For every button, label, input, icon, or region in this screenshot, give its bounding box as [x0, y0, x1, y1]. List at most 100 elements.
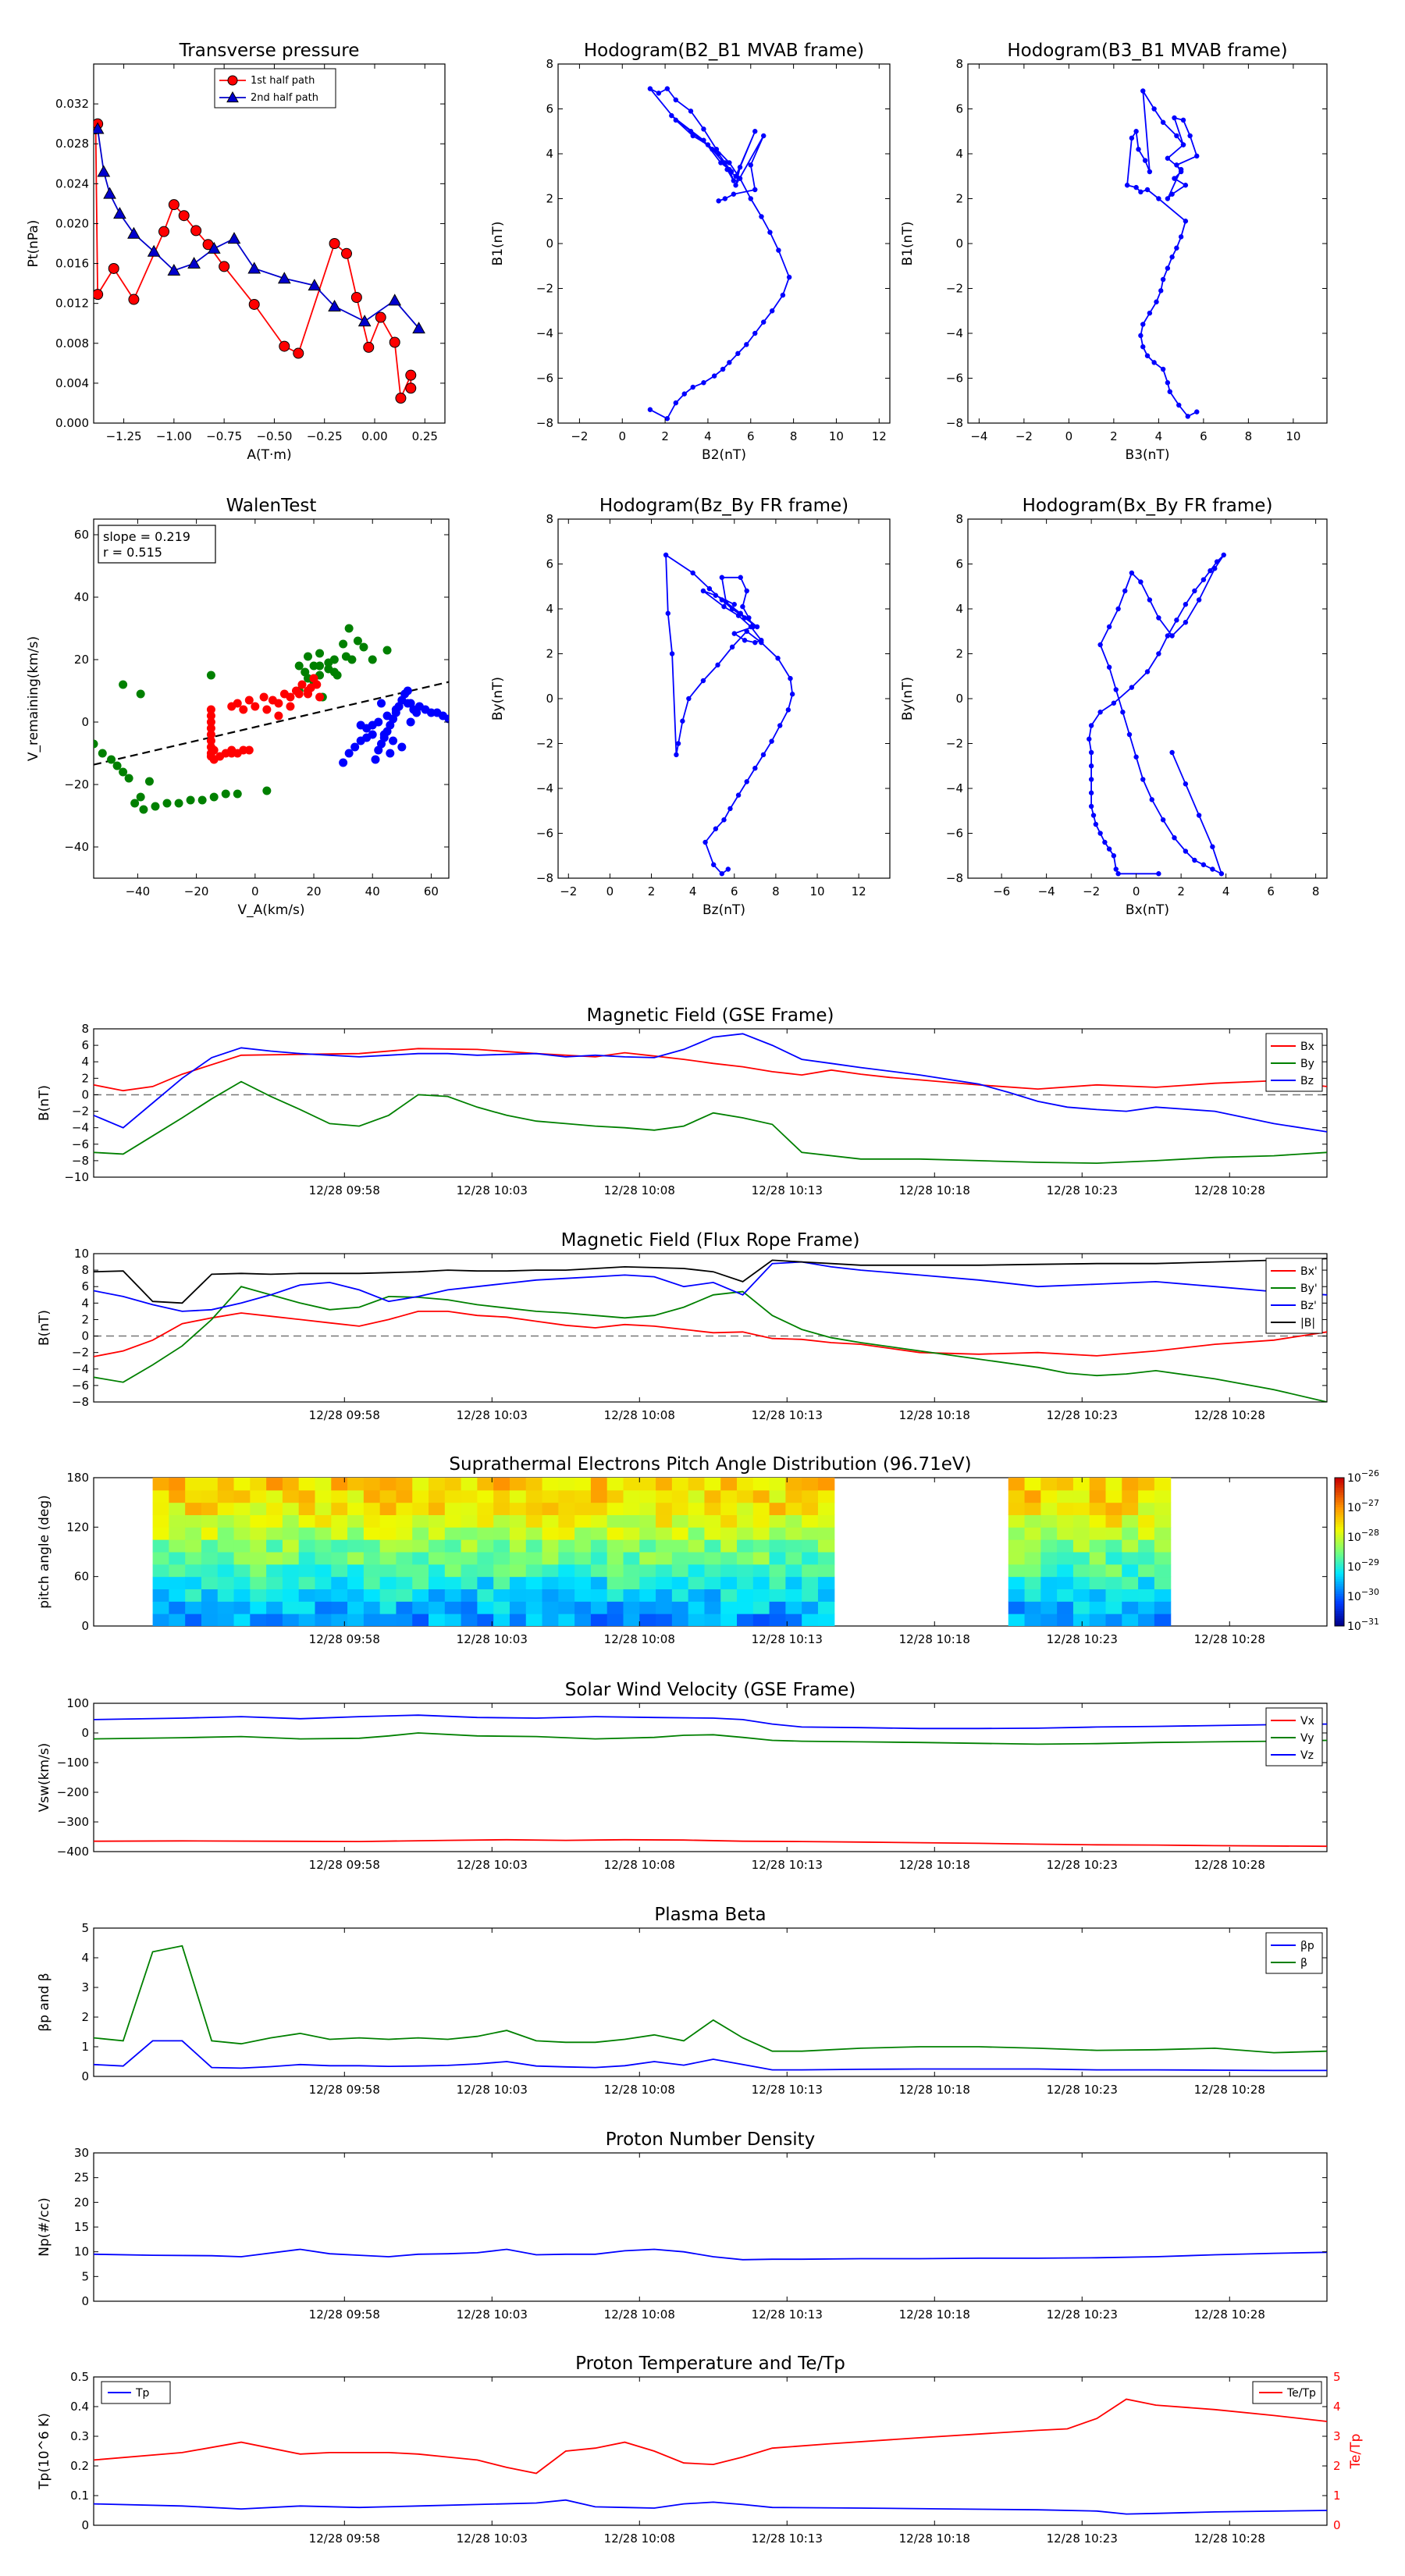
- data-point: [715, 662, 720, 668]
- heatmap-cell: [1089, 1527, 1107, 1540]
- heatmap-cell: [802, 1614, 819, 1626]
- heatmap-cell: [1154, 1539, 1172, 1553]
- heatmap-cell: [1122, 1502, 1139, 1515]
- heatmap-cell: [1138, 1552, 1155, 1565]
- y-tick-label: 8: [955, 57, 963, 71]
- colorbar-segment: [1335, 1554, 1344, 1557]
- series-line-1: [94, 1286, 1327, 1402]
- heatmap-cell: [298, 1601, 316, 1614]
- legend-label: Bx': [1300, 1265, 1318, 1278]
- colorbar-segment: [1335, 1546, 1344, 1550]
- legend-label: 1st half path: [251, 75, 315, 87]
- x-tick-label: 4: [1155, 429, 1163, 443]
- x-tick-label: 12/28 10:03: [457, 2532, 528, 2546]
- heatmap-cell: [331, 1614, 348, 1626]
- x-tick-label: 40: [365, 884, 380, 898]
- heatmap-cell: [1122, 1514, 1139, 1528]
- data-point: [239, 745, 248, 755]
- y-tick-label: 0: [81, 2294, 89, 2308]
- data-point: [1140, 344, 1146, 350]
- chart-title: Magnetic Field (GSE Frame): [587, 1005, 834, 1026]
- y-tick-label: 0: [955, 237, 963, 251]
- heatmap-cell: [688, 1514, 706, 1528]
- heatmap-cell: [250, 1514, 267, 1528]
- heatmap-cell: [363, 1478, 381, 1491]
- heatmap-cell: [525, 1576, 543, 1589]
- data-point: [207, 241, 221, 254]
- x-tick-label: 12/28 09:58: [309, 1632, 380, 1646]
- y2-tick-label: 5: [1333, 2370, 1341, 2384]
- heatmap-cell: [201, 1601, 219, 1614]
- plot-frame: [93, 2376, 1328, 2526]
- y-tick-label: 5: [81, 2269, 89, 2283]
- y-axis-label: pitch angle (deg): [37, 1495, 52, 1609]
- data-point: [375, 311, 386, 323]
- heatmap-cell: [1057, 1539, 1074, 1553]
- heatmap-cell: [542, 1478, 559, 1491]
- data-point: [403, 686, 412, 696]
- colorbar-segment: [1335, 1561, 1344, 1565]
- chart-title: Solar Wind Velocity (GSE Frame): [565, 1680, 855, 1700]
- heatmap-cell: [250, 1539, 267, 1553]
- heatmap-cell: [1122, 1478, 1139, 1491]
- data-point: [719, 597, 725, 603]
- data-point: [1200, 862, 1207, 867]
- heatmap-cell: [558, 1539, 575, 1553]
- data-point: [206, 711, 215, 720]
- heatmap-cell: [606, 1564, 624, 1578]
- heatmap-cell: [802, 1478, 819, 1491]
- y-tick-label: 0: [81, 1329, 89, 1343]
- data-point: [663, 552, 669, 558]
- heatmap-cell: [1105, 1539, 1122, 1553]
- heatmap-cell: [656, 1601, 673, 1614]
- data-point: [221, 789, 230, 799]
- data-point: [127, 226, 140, 239]
- colorbar-segment: [1335, 1544, 1344, 1548]
- heatmap-cell: [444, 1576, 462, 1589]
- heatmap-cell: [298, 1589, 316, 1602]
- y-tick-label: −4: [946, 326, 963, 340]
- heatmap-cell: [623, 1502, 640, 1515]
- heatmap-cell: [217, 1589, 235, 1602]
- heatmap-cell: [152, 1576, 169, 1589]
- colorbar-segment: [1335, 1623, 1344, 1627]
- y-tick-label: −2: [536, 737, 553, 751]
- y-tick-label: −400: [57, 1845, 89, 1859]
- heatmap-cell: [331, 1564, 348, 1578]
- data-point: [103, 187, 116, 199]
- heatmap-cell: [1040, 1514, 1058, 1528]
- heatmap-cell: [396, 1614, 413, 1626]
- heatmap-cell: [266, 1589, 283, 1602]
- y-tick-label: 2: [546, 647, 553, 661]
- data-point: [294, 689, 304, 699]
- data-point: [647, 407, 653, 412]
- heatmap-cell: [185, 1589, 202, 1602]
- heatmap-cell: [429, 1589, 446, 1602]
- heatmap-cell: [769, 1539, 786, 1553]
- data-point: [1165, 380, 1171, 386]
- data-point: [128, 294, 140, 305]
- data-point: [1144, 669, 1151, 674]
- series-line-1: [94, 1080, 1327, 1165]
- heatmap-cell: [558, 1576, 575, 1589]
- heatmap-cell: [1008, 1489, 1026, 1503]
- heatmap-cell: [1040, 1478, 1058, 1491]
- y-tick-label: −4: [946, 781, 963, 795]
- heatmap-cell: [396, 1539, 413, 1553]
- x-tick-label: 12/28 10:13: [752, 1183, 823, 1197]
- legend-label: Bz: [1300, 1075, 1314, 1087]
- y-tick-label: 4: [546, 147, 553, 161]
- y-tick-label: 30: [74, 2146, 89, 2160]
- x-tick-label: 12/28 10:08: [604, 1408, 675, 1422]
- heatmap-cell: [1105, 1601, 1122, 1614]
- heatmap-cell: [477, 1502, 494, 1515]
- colorbar-segment: [1335, 1567, 1344, 1570]
- heatmap-cell: [477, 1552, 494, 1565]
- y-tick-label: 4: [81, 1951, 89, 1965]
- heatmap-cell: [1057, 1478, 1074, 1491]
- annotation-text: slope = 0.219: [103, 529, 190, 544]
- y-tick-label: 0: [81, 1726, 89, 1740]
- data-point: [719, 871, 725, 877]
- series-line-0: [94, 1048, 1327, 1092]
- x-tick-label: 12/28 10:13: [752, 2307, 823, 2322]
